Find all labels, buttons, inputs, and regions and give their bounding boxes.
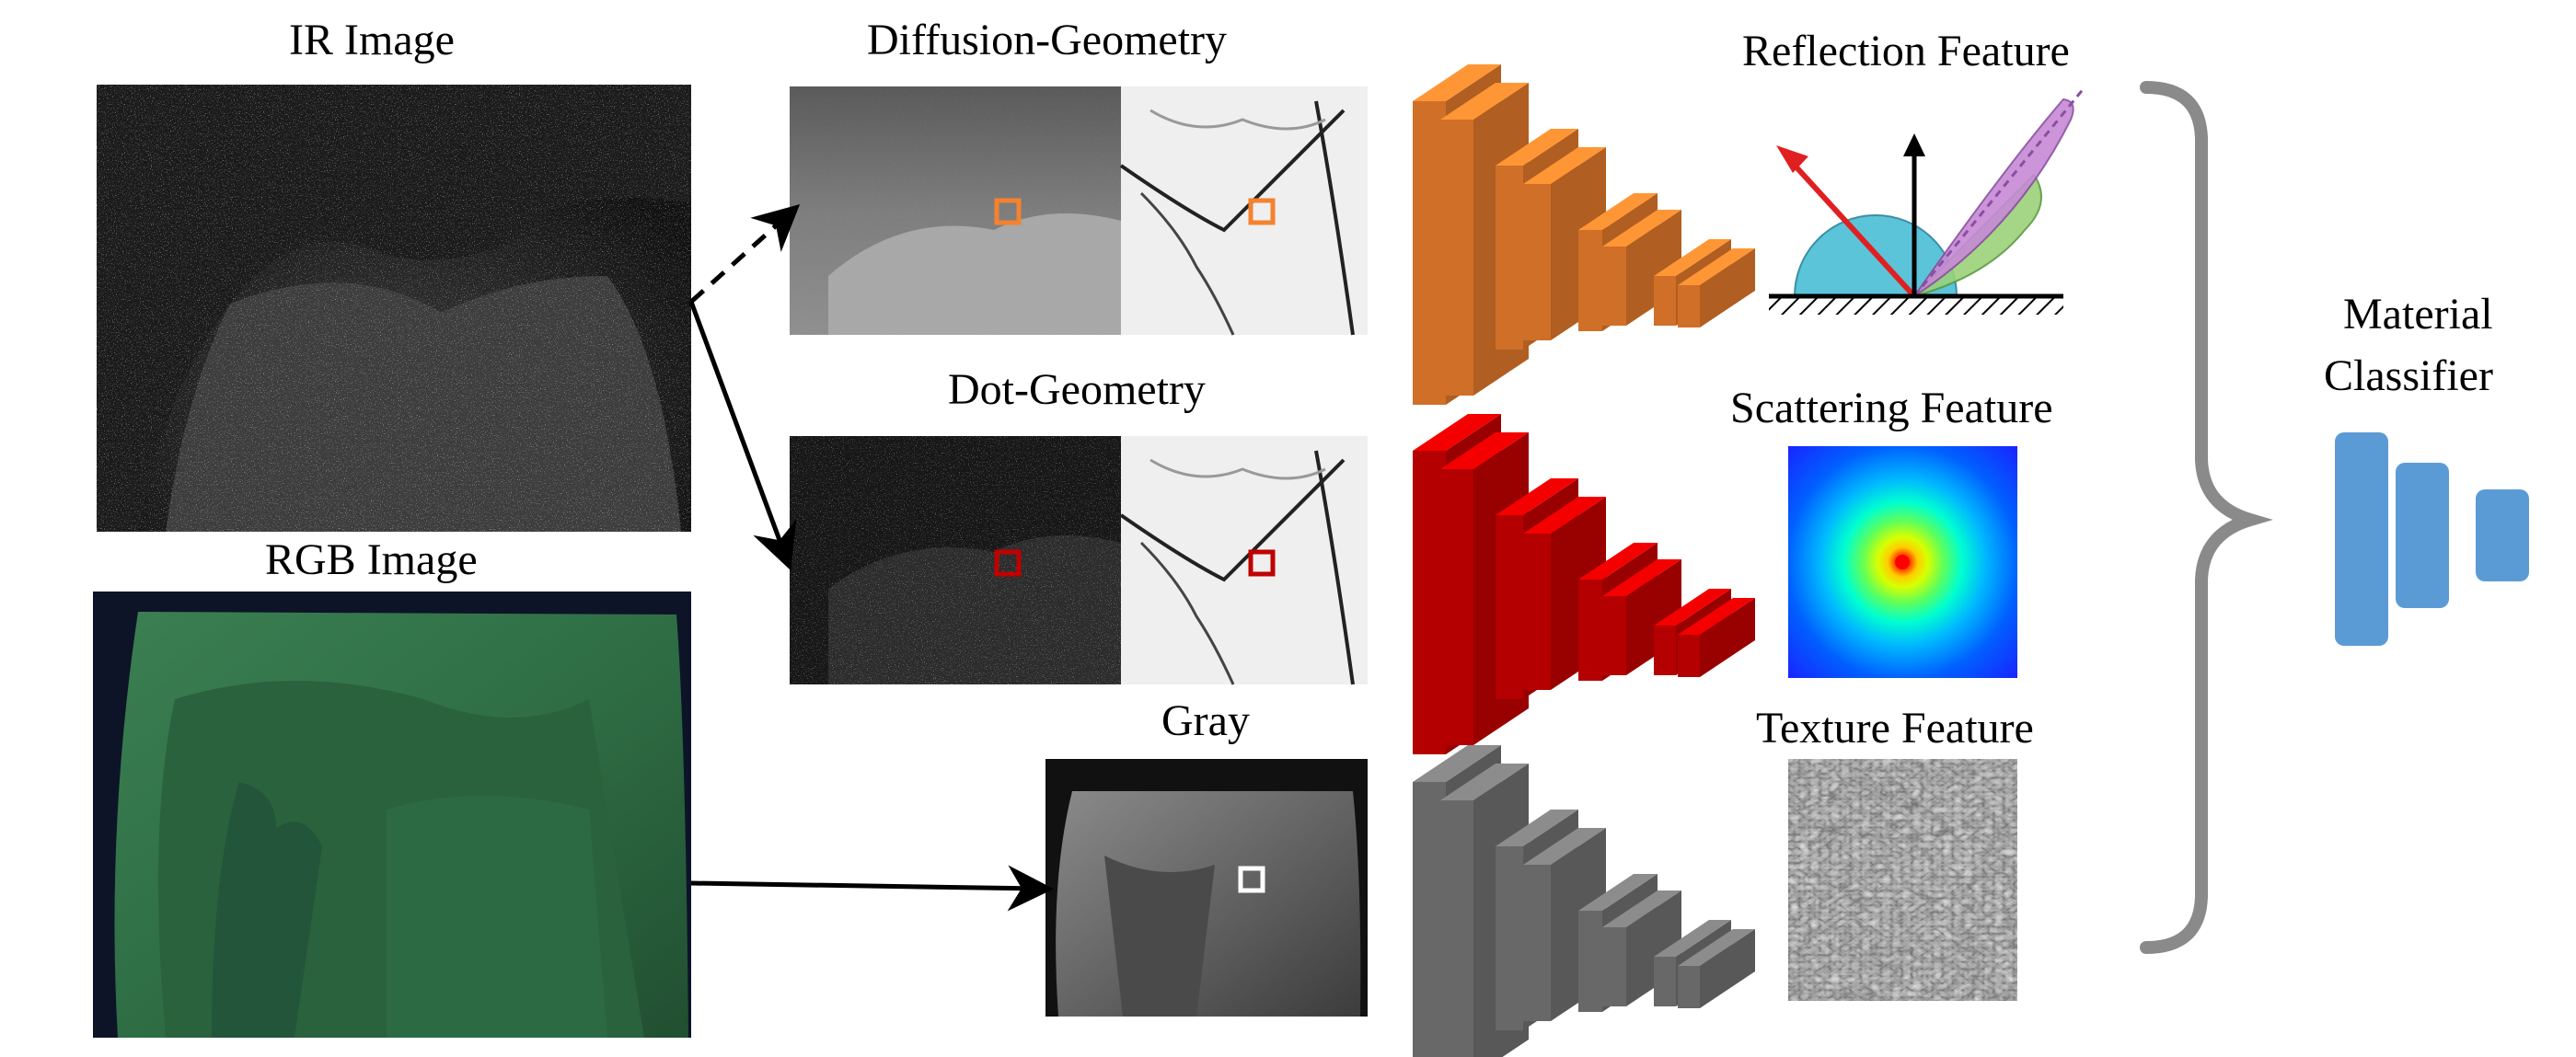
- rgb-image-title: RGB Image: [265, 535, 478, 584]
- cnn-layer-top: [1440, 764, 1529, 800]
- texture-feature-title: Texture Feature: [1756, 704, 2034, 753]
- cnn-layer-front: [1440, 469, 1473, 745]
- cnn-layer-top: [1678, 598, 1755, 635]
- cnn-layer-front: [1602, 247, 1626, 326]
- cnn-layer-front: [1602, 927, 1626, 1006]
- arrows: [688, 203, 1054, 912]
- cnn-layer-front: [1578, 230, 1602, 331]
- cnn-layer-front: [1654, 626, 1676, 675]
- diffusion-geometry-title: Diffusion-Geometry: [867, 16, 1228, 64]
- scattering-feature-title: Scattering Feature: [1730, 384, 2053, 432]
- cnn-layer-top: [1496, 129, 1578, 166]
- rgb-image: [93, 592, 691, 1038]
- diffusion-geometry-roi-marker: [1248, 198, 1276, 225]
- cnn-layer-front: [1678, 285, 1700, 327]
- reflection-cnn: [1413, 64, 1755, 405]
- dot-geometry-roi-marker: [1248, 549, 1276, 577]
- cnn-layer-top: [1578, 543, 1658, 580]
- reflection-feature-illustration: [1769, 86, 2086, 315]
- cnn-layer-top: [1654, 920, 1731, 957]
- dot-geometry-title: Dot-Geometry: [948, 365, 1206, 414]
- cnn-layer-top: [1496, 478, 1578, 515]
- cnn-layer-top: [1578, 193, 1658, 230]
- dot-geometry-images: [790, 436, 1368, 685]
- cnn-layer-front: [1496, 166, 1523, 350]
- cnn-layer-front: [1678, 966, 1700, 1008]
- cnn-layer-top: [1523, 497, 1606, 534]
- ir-to-dot-arrow: [688, 301, 797, 571]
- ir-to-diffusion-arrow: [689, 203, 801, 304]
- dot-roi-marker: [994, 549, 1022, 577]
- gray-image: [1045, 759, 1368, 1017]
- cnn-layer-front: [1654, 276, 1676, 326]
- texture-cnn: [1413, 745, 1755, 1057]
- cnn-layer-front: [1440, 800, 1473, 1057]
- cnn-layer-front: [1523, 865, 1551, 1021]
- cnn-layer-front: [1496, 846, 1523, 1030]
- cnn-layer-top: [1523, 147, 1606, 184]
- gray-roi-marker: [1238, 866, 1265, 893]
- brace: [2140, 81, 2273, 954]
- diffusion-geometry-images: [790, 86, 1368, 336]
- ir-image: [97, 85, 691, 532]
- cnn-layer-top: [1578, 874, 1658, 911]
- cnn-layer-front: [1440, 120, 1473, 396]
- cnn-layer-top: [1440, 83, 1529, 120]
- cnn-layer-top: [1678, 248, 1755, 285]
- cnn-layer-top: [1440, 432, 1529, 469]
- cnn-layer-top: [1654, 239, 1731, 276]
- ir-image-title: IR Image: [289, 16, 455, 64]
- diffusion-roi-marker: [994, 198, 1022, 225]
- classifier-title-line2: Classifier: [2324, 351, 2493, 400]
- cnn-layer-front: [1602, 596, 1626, 675]
- cnn-layer-side: [1700, 929, 1755, 1008]
- cnn-layer-front: [1578, 580, 1602, 681]
- cnn-layer-front: [1578, 911, 1602, 1012]
- cnn-layer-side: [1700, 598, 1755, 677]
- cnn-layer-top: [1523, 828, 1606, 865]
- cnn-layer-top: [1678, 929, 1755, 966]
- rgb-to-gray-arrow: [690, 865, 1054, 912]
- cnn-layer-top: [1413, 745, 1501, 782]
- cnn-layer-front: [1523, 534, 1551, 690]
- classifier-title-line1: Material: [2343, 290, 2493, 339]
- scattering-cnn: [1413, 414, 1755, 754]
- cnn-layer-front: [1654, 957, 1676, 1006]
- cnn-layer-top: [1413, 414, 1501, 451]
- classifier-blocks: [2335, 432, 2529, 646]
- cnn-layer-top: [1496, 810, 1578, 846]
- cnn-layer-top: [1602, 890, 1681, 927]
- cnn-layer-top: [1602, 210, 1681, 247]
- cnn-layer-side: [1700, 248, 1755, 327]
- cnn-layer-top: [1413, 64, 1501, 101]
- classifier-layer-block: [2396, 463, 2449, 608]
- cnn-layer-top: [1654, 589, 1731, 626]
- cnn-layer-top: [1602, 559, 1681, 596]
- cnn-layer-front: [1496, 515, 1523, 699]
- classifier-layer-block: [2335, 432, 2388, 646]
- cnn-layer-front: [1678, 635, 1700, 677]
- cnn-layer-front: [1523, 184, 1551, 340]
- reflection-feature-title: Reflection Feature: [1742, 27, 2070, 75]
- gray-title: Gray: [1161, 696, 1250, 745]
- classifier-layer-block: [2476, 489, 2529, 581]
- texture-feature-patch: [1788, 759, 2017, 1001]
- scattering-feature-map: [1788, 446, 2017, 678]
